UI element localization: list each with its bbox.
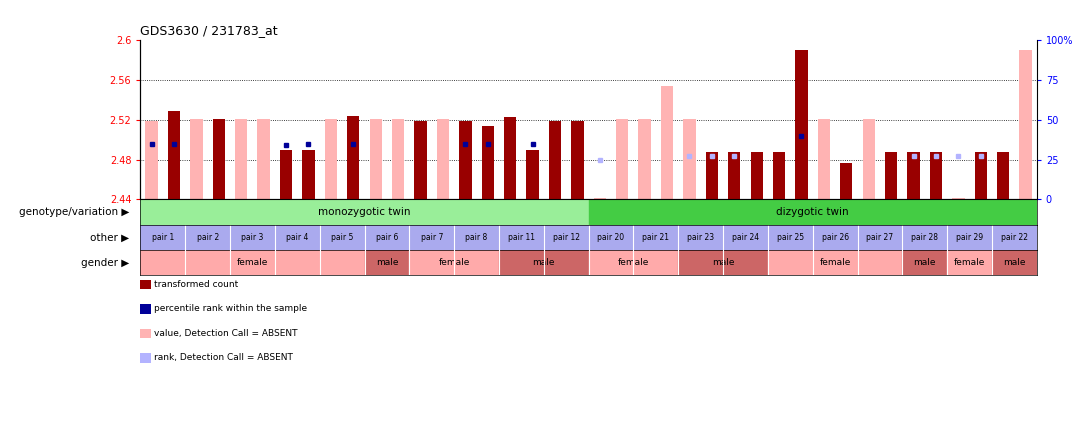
Text: value, Detection Call = ABSENT: value, Detection Call = ABSENT	[154, 329, 298, 337]
Text: male: male	[376, 258, 399, 267]
Text: pair 20: pair 20	[597, 233, 624, 242]
Bar	[705, 151, 718, 199]
Bar	[549, 121, 562, 199]
Text: dizygotic twin: dizygotic twin	[777, 207, 849, 217]
Text: GDS3630 / 231783_at: GDS3630 / 231783_at	[140, 24, 278, 37]
Bar	[415, 121, 427, 199]
Bar	[369, 119, 382, 199]
Bar	[863, 119, 875, 199]
Bar	[302, 150, 314, 199]
Text: transformed count: transformed count	[154, 280, 239, 289]
Text: pair 26: pair 26	[822, 233, 849, 242]
Bar	[190, 119, 203, 199]
Bar	[1020, 50, 1031, 199]
Bar	[257, 119, 270, 199]
Text: pair 23: pair 23	[687, 233, 714, 242]
Bar	[365, 250, 409, 275]
Text: male: male	[712, 258, 734, 267]
Bar	[146, 121, 158, 199]
Bar	[684, 119, 696, 199]
Text: male: male	[532, 258, 555, 267]
Text: pair 4: pair 4	[286, 233, 309, 242]
Text: female: female	[618, 258, 649, 267]
Bar	[589, 199, 1037, 225]
Bar	[280, 150, 293, 199]
Text: pair 1: pair 1	[151, 233, 174, 242]
Bar	[907, 151, 920, 199]
Bar	[616, 119, 629, 199]
Text: female: female	[237, 258, 268, 267]
Bar	[392, 119, 404, 199]
Bar	[818, 119, 831, 199]
Text: pair 12: pair 12	[553, 233, 580, 242]
Text: gender ▶: gender ▶	[81, 258, 130, 268]
Bar	[997, 151, 1010, 199]
Bar	[974, 151, 987, 199]
Text: genotype/variation ▶: genotype/variation ▶	[19, 207, 130, 217]
Bar	[167, 111, 180, 199]
Text: other ▶: other ▶	[91, 232, 130, 242]
Text: pair 28: pair 28	[912, 233, 939, 242]
Bar	[436, 119, 449, 199]
Text: pair 25: pair 25	[777, 233, 804, 242]
Bar	[409, 250, 499, 275]
Bar	[325, 119, 337, 199]
Bar	[993, 250, 1037, 275]
Bar	[140, 250, 365, 275]
Text: pair 21: pair 21	[643, 233, 670, 242]
Text: male: male	[1003, 258, 1026, 267]
Bar	[638, 119, 651, 199]
Bar	[795, 50, 808, 199]
Bar	[751, 151, 762, 199]
Bar	[504, 117, 516, 199]
Bar	[728, 151, 741, 199]
Bar	[499, 250, 589, 275]
Bar	[140, 199, 589, 225]
Text: pair 6: pair 6	[376, 233, 399, 242]
Bar	[235, 119, 247, 199]
Text: pair 7: pair 7	[420, 233, 443, 242]
Bar	[347, 116, 360, 199]
Bar	[930, 151, 942, 199]
Text: rank, Detection Call = ABSENT: rank, Detection Call = ABSENT	[154, 353, 294, 362]
Bar	[661, 86, 673, 199]
Text: percentile rank within the sample: percentile rank within the sample	[154, 304, 308, 313]
Bar	[526, 150, 539, 199]
Text: female: female	[438, 258, 470, 267]
Bar	[947, 250, 993, 275]
Bar	[482, 126, 494, 199]
Text: pair 24: pair 24	[732, 233, 759, 242]
Text: pair 3: pair 3	[241, 233, 264, 242]
Bar	[589, 250, 678, 275]
Bar	[840, 163, 852, 199]
Text: female: female	[954, 258, 985, 267]
Bar	[903, 250, 947, 275]
Bar	[459, 121, 472, 199]
Bar	[213, 119, 225, 199]
Text: pair 11: pair 11	[508, 233, 535, 242]
Bar	[773, 151, 785, 199]
Text: male: male	[914, 258, 936, 267]
Text: pair 27: pair 27	[866, 233, 893, 242]
Text: female: female	[820, 258, 851, 267]
Bar	[571, 121, 583, 199]
Bar	[885, 151, 897, 199]
Bar	[678, 250, 768, 275]
Text: pair 22: pair 22	[1001, 233, 1028, 242]
Text: monozygotic twin: monozygotic twin	[319, 207, 410, 217]
Text: pair 8: pair 8	[465, 233, 488, 242]
Text: pair 29: pair 29	[956, 233, 983, 242]
Text: pair 5: pair 5	[330, 233, 353, 242]
Bar	[594, 198, 606, 199]
Bar	[768, 250, 903, 275]
Bar	[953, 198, 964, 199]
Text: pair 2: pair 2	[197, 233, 219, 242]
